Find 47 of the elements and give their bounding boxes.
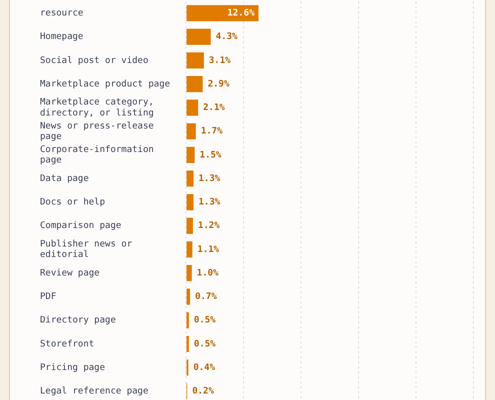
data-label: 0.4%: [193, 362, 216, 373]
y-tick-label: Data page: [40, 174, 89, 184]
bar: [186, 170, 194, 187]
bar: [186, 265, 192, 282]
bar: [186, 123, 196, 140]
y-tick-label: Corporate-information page: [40, 144, 154, 166]
data-label: 0.2%: [192, 386, 214, 397]
data-label: 0.7%: [195, 292, 218, 302]
data-label: 1.3%: [198, 198, 221, 208]
data-label: 0.5%: [194, 316, 216, 326]
data-label: 1.3%: [198, 174, 221, 184]
bar: [186, 241, 192, 258]
y-tick-label: PDF: [40, 292, 56, 302]
bar: [186, 52, 204, 68]
data-label: 0.5%: [194, 339, 216, 350]
y-tick-label: Review page: [40, 268, 100, 278]
data-label: 1.5%: [200, 150, 222, 160]
bar: [186, 146, 195, 163]
y-tick-label: Publisher news or editorial: [40, 239, 133, 260]
y-tick-label: Marketplace category, directory, or listing: [40, 98, 154, 118]
y-tick-label: Marketplace product page: [40, 79, 170, 90]
data-label: 12.6%: [227, 8, 256, 19]
y-tick-label: Storefront: [40, 339, 94, 350]
data-label: 1.2%: [198, 221, 220, 232]
bar: [186, 76, 203, 92]
bar: [186, 218, 193, 234]
bar: [186, 5, 258, 22]
data-label: 1.0%: [196, 268, 220, 278]
y-tick-label: Directory page: [40, 316, 116, 326]
y-tick-label: News or press-release page: [40, 121, 154, 142]
bar: [186, 28, 211, 45]
bar: [186, 288, 190, 305]
y-tick-label: Pricing page: [40, 362, 106, 373]
bar: [186, 100, 198, 116]
y-tick-label: Legal reference page: [40, 386, 148, 397]
y-tick-label: resource: [40, 8, 84, 19]
data-label: 1.1%: [197, 244, 220, 255]
y-tick-label: Social post or video: [40, 56, 148, 66]
data-label: 1.7%: [200, 126, 224, 137]
y-tick-label: Docs or help: [40, 198, 106, 208]
y-tick-label: Comparison page: [40, 221, 122, 232]
y-tick-label: Homepage: [40, 32, 84, 42]
data-label: 3.1%: [208, 56, 232, 66]
data-label: 4.3%: [216, 32, 238, 42]
bar: [186, 194, 194, 210]
data-label: 2.1%: [203, 103, 226, 114]
data-label: 2.9%: [208, 79, 230, 90]
